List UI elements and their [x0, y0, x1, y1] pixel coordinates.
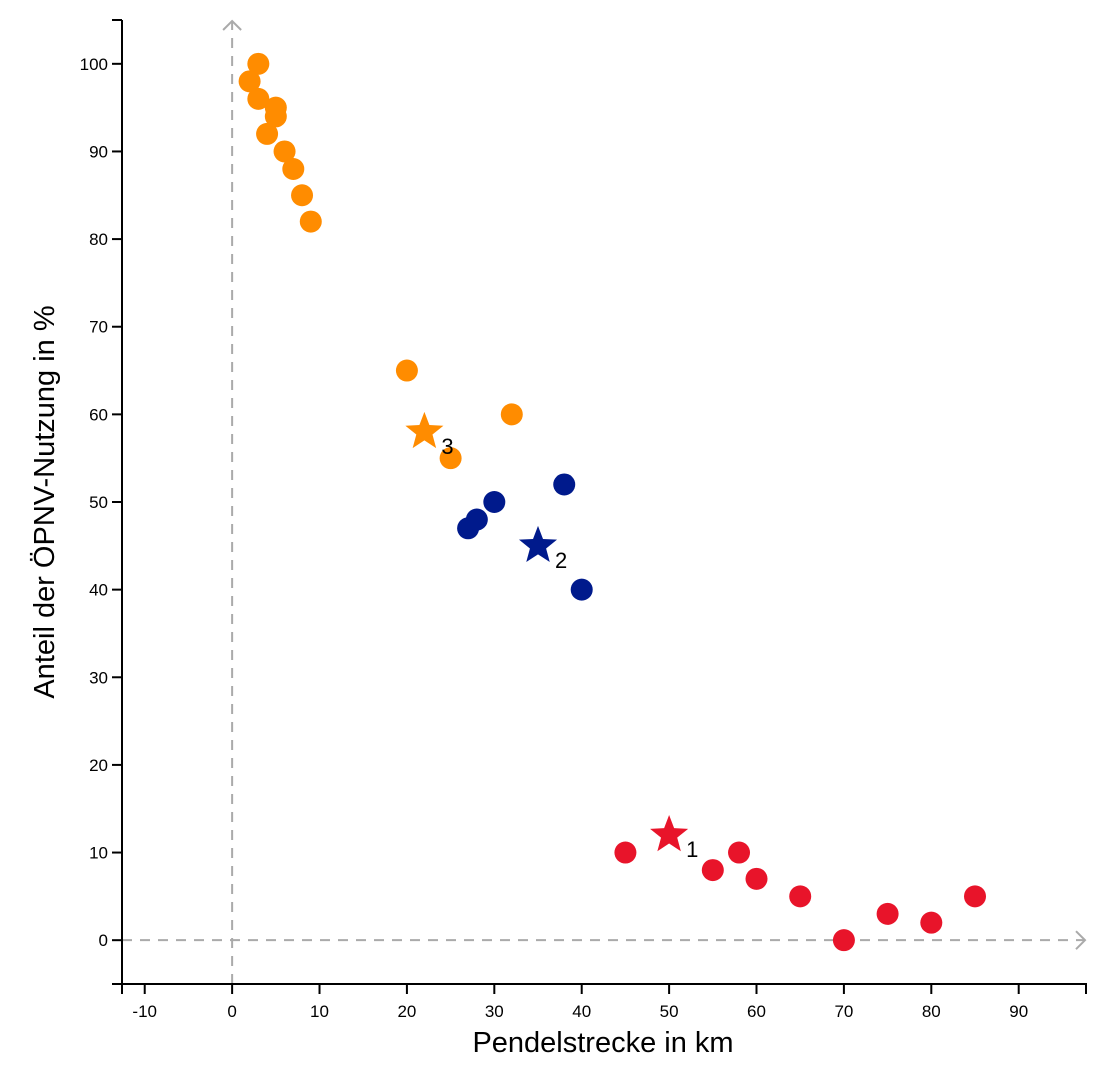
cluster-3-point [273, 140, 296, 163]
cluster-3-point [299, 210, 322, 233]
cluster-3-point [256, 122, 279, 145]
x-tick-label: 50 [660, 1002, 679, 1021]
cluster-1-point [876, 902, 899, 925]
axes: -10 0 10 20 30 40 50 60 70 80 90 0 10 20 30 40 50 60 70 80 9… [80, 19, 1087, 1021]
cluster-1-centroid-star [650, 815, 689, 852]
cluster-2-centroid-label: 2 [555, 548, 567, 573]
cluster-3-point [247, 52, 270, 75]
cluster-2-point [553, 473, 576, 496]
cluster-2-point [465, 508, 488, 531]
y-tick-label: 80 [89, 230, 108, 249]
cluster-2-centroid-star [518, 525, 558, 562]
y-tick-label: 10 [89, 844, 108, 863]
y-tick-label: 20 [89, 756, 108, 775]
data-points: 3 2 1 [238, 52, 987, 952]
cluster-3-point [291, 184, 314, 207]
x-tick-label: -10 [132, 1002, 157, 1021]
y-tick-label: 40 [89, 581, 108, 600]
y-arrow-icon [222, 19, 242, 31]
cluster-1-point [789, 885, 812, 908]
cluster-3-centroid-star [405, 411, 444, 449]
y-tick-label: 30 [89, 668, 108, 687]
cluster-1-centroid-label: 1 [686, 837, 698, 862]
y-tick-label: 70 [89, 318, 108, 337]
cluster-1-point [745, 867, 768, 890]
cluster-1-point [701, 859, 724, 882]
cluster-3-point [247, 87, 270, 110]
cluster-1-point [832, 929, 855, 952]
cluster-1-point [964, 885, 987, 908]
x-tick-label: 40 [572, 1002, 591, 1021]
cluster-3-point [395, 359, 418, 382]
x-tick-label: 70 [834, 1002, 853, 1021]
cluster-1-point [728, 841, 751, 864]
cluster-3-point [439, 447, 462, 470]
cluster-2-point [570, 578, 593, 601]
cluster-1-point [920, 911, 943, 934]
cluster-3-point [500, 403, 523, 426]
cluster-3-centroid-label: 3 [441, 434, 453, 459]
cluster-3-point [264, 105, 287, 128]
y-tick-label: 50 [89, 493, 108, 512]
cluster-2-point [483, 491, 506, 513]
x-tick-label: 90 [1009, 1002, 1028, 1021]
x-tick-label: 30 [485, 1002, 504, 1021]
y-tick-label: 60 [89, 405, 108, 424]
y-tick-label: 100 [80, 55, 108, 74]
x-tick-label: 60 [747, 1002, 766, 1021]
x-tick-label: 10 [310, 1002, 329, 1021]
x-tick-label: 80 [922, 1002, 941, 1021]
x-tick-label: 20 [397, 1002, 416, 1021]
reference-axes [122, 19, 1087, 984]
x-arrow-icon [1075, 930, 1087, 950]
x-tick-label: 0 [227, 1002, 236, 1021]
cluster-3-point [282, 157, 305, 180]
y-tick-label: 0 [99, 931, 108, 950]
y-tick-label: 90 [89, 142, 108, 161]
y-axis-title: Anteil der ÖPNV-Nutzung in % [29, 305, 61, 698]
cluster-1-point [614, 841, 637, 864]
cluster-3-point [238, 70, 261, 93]
x-axis-title: Pendelstrecke in km [472, 1027, 733, 1059]
